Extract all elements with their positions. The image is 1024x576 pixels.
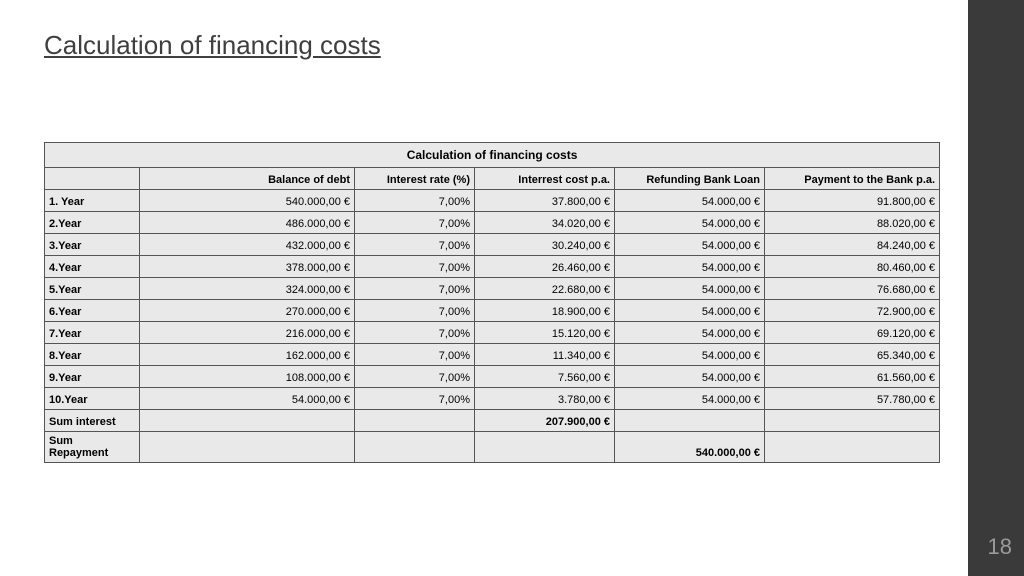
table-cell [355,432,475,463]
table-cell: 270.000,00 € [140,300,355,322]
table-cell: 2.Year [45,212,140,234]
slide: 18 Calculation of financing costs Calcul… [0,0,1024,576]
table-cell: Sum Repayment [45,432,140,463]
table-cell: 18.900,00 € [475,300,615,322]
table-cell: 8.Year [45,344,140,366]
table-cell: 7,00% [355,234,475,256]
page-number: 18 [988,534,1012,560]
table-cell: 7.560,00 € [475,366,615,388]
table-row: 4.Year378.000,00 €7,00%26.460,00 €54.000… [45,256,940,278]
financing-table-wrap: Calculation of financing costs Balance o… [44,142,924,463]
page-title: Calculation of financing costs [44,30,381,61]
table-cell: 69.120,00 € [765,322,940,344]
table-header-row: Balance of debt Interest rate (%) Interr… [45,168,940,190]
col-header: Refunding Bank Loan [615,168,765,190]
col-header: Balance of debt [140,168,355,190]
table-cell: 486.000,00 € [140,212,355,234]
table-cell: 4.Year [45,256,140,278]
financing-table: Calculation of financing costs Balance o… [44,142,940,463]
table-row: Sum interest 207.900,00 € [45,410,940,432]
table-cell [140,410,355,432]
table-cell: 34.020,00 € [475,212,615,234]
table-cell: 7,00% [355,366,475,388]
table-cell: 11.340,00 € [475,344,615,366]
table-cell: 80.460,00 € [765,256,940,278]
table-cell: 540.000,00 € [140,190,355,212]
table-row: 8.Year162.000,00 €7,00%11.340,00 €54.000… [45,344,940,366]
table-cell: 54.000,00 € [615,256,765,278]
table-cell: 54.000,00 € [615,212,765,234]
table-cell: 7,00% [355,190,475,212]
table-cell: 7,00% [355,212,475,234]
table-row: 5.Year324.000,00 €7,00%22.680,00 €54.000… [45,278,940,300]
table-banner: Calculation of financing costs [45,143,940,168]
table-row: 3.Year432.000,00 €7,00%30.240,00 €54.000… [45,234,940,256]
table-cell: 54.000,00 € [615,344,765,366]
table-cell: 207.900,00 € [475,410,615,432]
table-cell: 54.000,00 € [615,388,765,410]
table-cell: 7,00% [355,388,475,410]
table-cell: 5.Year [45,278,140,300]
col-header: Payment to the Bank p.a. [765,168,940,190]
table-cell: 54.000,00 € [615,366,765,388]
table-cell: 7,00% [355,256,475,278]
table-cell: 3.780,00 € [475,388,615,410]
table-cell: 72.900,00 € [765,300,940,322]
table-cell: 6.Year [45,300,140,322]
table-cell: 54.000,00 € [615,278,765,300]
table-cell: 76.680,00 € [765,278,940,300]
table-cell: 108.000,00 € [140,366,355,388]
table-cell: Sum interest [45,410,140,432]
table-cell: 378.000,00 € [140,256,355,278]
table-cell: 7,00% [355,300,475,322]
table-cell [475,432,615,463]
table-cell: 3.Year [45,234,140,256]
table-cell: 54.000,00 € [615,234,765,256]
table-cell: 162.000,00 € [140,344,355,366]
table-row: 1. Year540.000,00 €7,00%37.800,00 €54.00… [45,190,940,212]
table-cell: 10.Year [45,388,140,410]
table-row: Sum Repayment 540.000,00 € [45,432,940,463]
table-row: 9.Year108.000,00 €7,00%7.560,00 €54.000,… [45,366,940,388]
table-row: 10.Year54.000,00 €7,00%3.780,00 €54.000,… [45,388,940,410]
table-cell: 1. Year [45,190,140,212]
table-cell: 57.780,00 € [765,388,940,410]
table-cell: 30.240,00 € [475,234,615,256]
table-cell: 91.800,00 € [765,190,940,212]
table-cell: 37.800,00 € [475,190,615,212]
table-cell [765,432,940,463]
table-cell: 22.680,00 € [475,278,615,300]
table-cell: 7.Year [45,322,140,344]
table-cell [140,432,355,463]
table-cell: 15.120,00 € [475,322,615,344]
table-cell: 7,00% [355,344,475,366]
col-header: Interest rate (%) [355,168,475,190]
table-cell: 216.000,00 € [140,322,355,344]
table-cell: 88.020,00 € [765,212,940,234]
table-cell: 26.460,00 € [475,256,615,278]
table-cell: 432.000,00 € [140,234,355,256]
table-cell: 61.560,00 € [765,366,940,388]
table-cell: 7,00% [355,278,475,300]
table-row: 2.Year486.000,00 €7,00%34.020,00 €54.000… [45,212,940,234]
table-cell: 54.000,00 € [615,300,765,322]
table-cell [765,410,940,432]
table-cell: 540.000,00 € [615,432,765,463]
table-cell: 54.000,00 € [140,388,355,410]
table-cell [355,410,475,432]
table-cell: 54.000,00 € [615,190,765,212]
table-cell: 54.000,00 € [615,322,765,344]
table-cell: 7,00% [355,322,475,344]
table-row: 6.Year270.000,00 €7,00%18.900,00 €54.000… [45,300,940,322]
table-row: 7.Year216.000,00 €7,00%15.120,00 €54.000… [45,322,940,344]
table-cell [615,410,765,432]
slide-sidebar [968,0,1024,576]
col-header [45,168,140,190]
col-header: Interrest cost p.a. [475,168,615,190]
table-cell: 84.240,00 € [765,234,940,256]
table-body: 1. Year540.000,00 €7,00%37.800,00 €54.00… [45,190,940,463]
table-cell: 9.Year [45,366,140,388]
table-cell: 324.000,00 € [140,278,355,300]
table-cell: 65.340,00 € [765,344,940,366]
